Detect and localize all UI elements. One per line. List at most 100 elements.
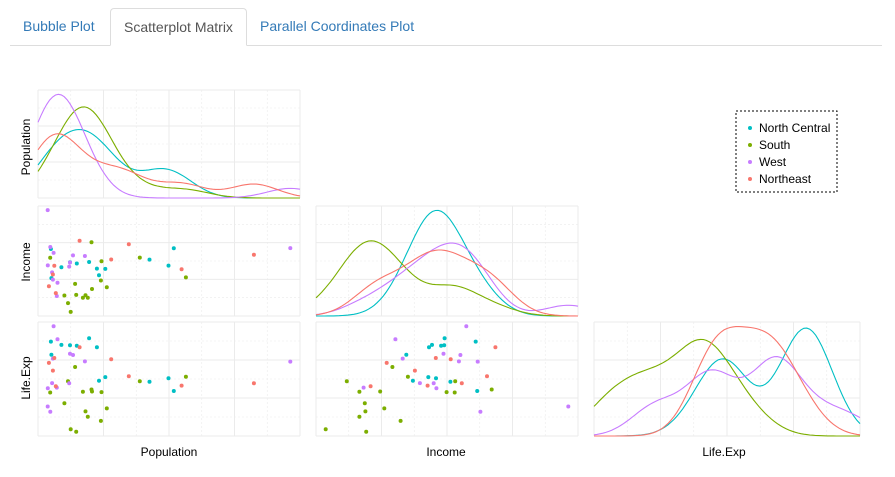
- point-south: [398, 418, 403, 423]
- point-north-central: [439, 343, 444, 348]
- point-south: [90, 287, 94, 291]
- point-northeast: [46, 360, 51, 365]
- point-south: [62, 293, 67, 298]
- density-northeast-population: [37, 133, 301, 197]
- point-south: [453, 379, 458, 384]
- point-northeast: [77, 345, 82, 350]
- point-west: [464, 324, 469, 329]
- point-northeast: [126, 374, 131, 379]
- point-north-central: [404, 352, 409, 357]
- point-south: [183, 374, 188, 379]
- point-west: [51, 324, 56, 329]
- point-north-central: [48, 339, 53, 344]
- legend-label-south: South: [759, 138, 790, 152]
- legend-key-west: [748, 160, 752, 164]
- point-south: [104, 285, 109, 290]
- x-axis-label-population: Population: [141, 445, 198, 459]
- point-north-central: [94, 345, 99, 350]
- density-south-income: [315, 240, 578, 317]
- tab-scatterplot-matrix[interactable]: Scatterplot Matrix: [110, 8, 247, 46]
- point-north-central: [87, 336, 92, 341]
- point-northeast: [50, 368, 55, 373]
- point-south: [90, 389, 94, 394]
- point-west: [361, 385, 366, 390]
- point-northeast: [485, 374, 489, 379]
- point-north-central: [97, 273, 101, 278]
- point-northeast: [412, 368, 417, 373]
- point-northeast: [459, 381, 464, 386]
- point-west: [431, 381, 436, 386]
- panel-income-vs-population: [37, 205, 301, 317]
- x-axis-label-life-exp: Life.Exp: [702, 445, 746, 459]
- point-northeast: [77, 238, 82, 243]
- density-west-income: [315, 242, 579, 316]
- point-south: [489, 387, 494, 392]
- point-north-central: [410, 378, 415, 383]
- tab-bar: Bubble Plot Scatterplot Matrix Parallel …: [10, 8, 882, 46]
- point-northeast: [52, 356, 57, 360]
- x-axis-label-income: Income: [426, 445, 466, 459]
- point-south: [89, 240, 94, 245]
- point-south: [378, 389, 383, 394]
- point-west: [67, 381, 72, 386]
- point-south: [444, 390, 449, 395]
- point-west: [82, 254, 87, 258]
- point-south: [99, 259, 104, 264]
- density-northeast-income: [315, 249, 579, 317]
- point-west: [68, 260, 72, 265]
- point-north-central: [68, 343, 72, 348]
- point-west: [458, 353, 463, 357]
- density-north-central-income: [316, 209, 578, 317]
- point-south: [68, 427, 73, 432]
- legend-label-northeast: Northeast: [759, 172, 812, 186]
- point-south: [344, 379, 349, 384]
- point-northeast: [52, 263, 57, 268]
- point-south: [104, 406, 109, 411]
- point-northeast: [368, 384, 373, 389]
- point-north-central: [59, 265, 64, 270]
- point-west: [434, 386, 439, 391]
- legend-key-north-central: [748, 126, 752, 130]
- point-west: [71, 353, 75, 357]
- point-west: [71, 253, 75, 258]
- point-northeast: [179, 267, 184, 272]
- point-northeast: [179, 383, 184, 388]
- point-south: [85, 295, 90, 300]
- point-west: [82, 359, 87, 364]
- point-south: [48, 255, 53, 260]
- point-south: [73, 365, 78, 369]
- point-north-central: [430, 342, 434, 347]
- point-northeast: [433, 356, 438, 360]
- point-north-central: [103, 375, 108, 380]
- point-south: [357, 389, 362, 394]
- point-west: [45, 386, 50, 391]
- point-west: [456, 359, 461, 364]
- point-south: [83, 409, 88, 414]
- point-northeast: [53, 384, 58, 389]
- point-south: [137, 379, 142, 384]
- point-north-central: [442, 343, 447, 348]
- density-west-population: [37, 93, 301, 199]
- point-south: [364, 429, 369, 434]
- tab-parallel-coordinates-plot[interactable]: Parallel Coordinates Plot: [260, 18, 415, 34]
- y-axis-label-population: Population: [19, 119, 33, 176]
- tab-bubble-plot[interactable]: Bubble Plot: [23, 18, 95, 34]
- point-south: [137, 255, 142, 260]
- point-west: [288, 246, 293, 251]
- point-north-central: [448, 379, 453, 384]
- point-west: [45, 404, 50, 409]
- point-northeast: [251, 381, 256, 386]
- legend-label-north-central: North Central: [759, 121, 830, 135]
- y-axis-label-life-exp: Life.Exp: [19, 356, 33, 400]
- point-south: [74, 429, 79, 434]
- point-west: [441, 351, 446, 356]
- point-south: [405, 374, 410, 379]
- point-northeast: [53, 291, 58, 296]
- point-west: [45, 263, 50, 268]
- panel-income-vs-income: [315, 205, 579, 317]
- panel-life-exp-vs-life-exp: [593, 321, 861, 437]
- point-north-central: [434, 376, 438, 381]
- point-west: [50, 381, 55, 386]
- legend: North Central South West Northeast: [735, 110, 838, 193]
